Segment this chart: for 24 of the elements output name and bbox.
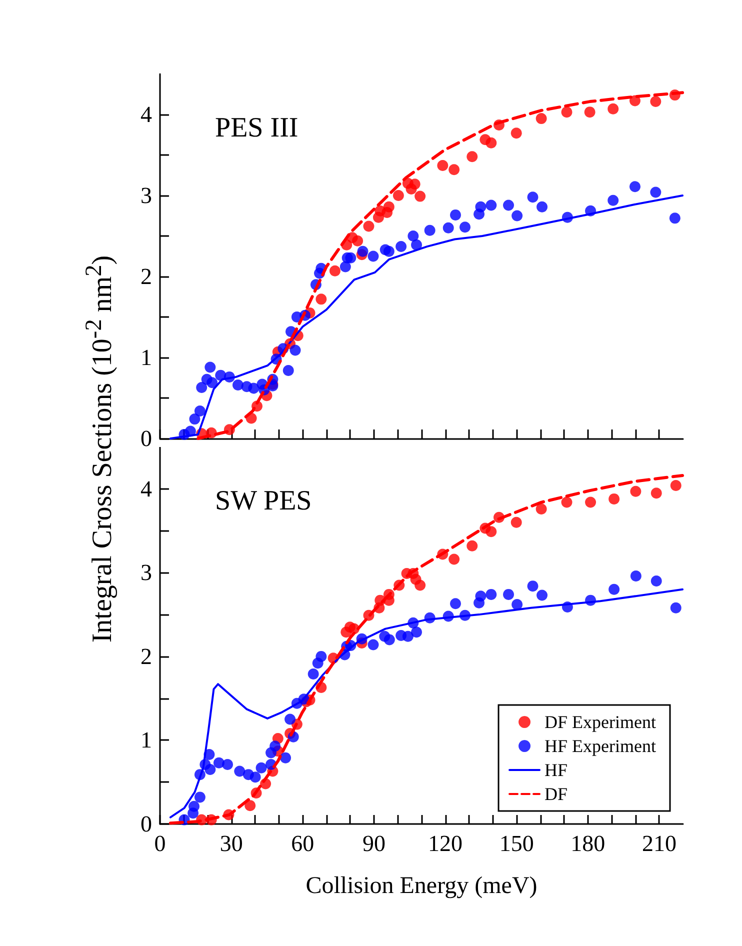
y-tick-label: 3 [140,183,152,208]
y-tick-label: 1 [140,728,152,753]
y-tick-label: 4 [140,476,152,502]
x-tick-label: 30 [220,831,243,856]
legend-label: HF [544,760,568,780]
y-tick-label: 0 [140,812,152,836]
y-tick-label: 3 [140,560,152,586]
y-tick-label: 4 [140,102,152,127]
annotation: PES III [215,112,298,144]
y-tick-label: 0 [140,426,152,451]
x-tick-label: 60 [291,831,314,856]
x-tick-label: 150 [499,831,534,856]
y-tick-label: 2 [140,644,152,669]
legend-label: DF [544,784,568,804]
x-tick-label: 90 [362,831,386,856]
x-tick-label: 120 [428,831,463,856]
legend-label: DF Experiment [544,712,656,732]
y-tick-label: 1 [140,345,152,370]
annotation: SW PES [215,486,312,516]
y-tick-label: 2 [140,264,152,289]
x-tick-label: 180 [570,831,606,856]
x-axis-title: Collision Energy (meV) [306,873,538,899]
x-tick-label: 210 [642,831,676,856]
legend-label: HF Experiment [544,736,656,756]
